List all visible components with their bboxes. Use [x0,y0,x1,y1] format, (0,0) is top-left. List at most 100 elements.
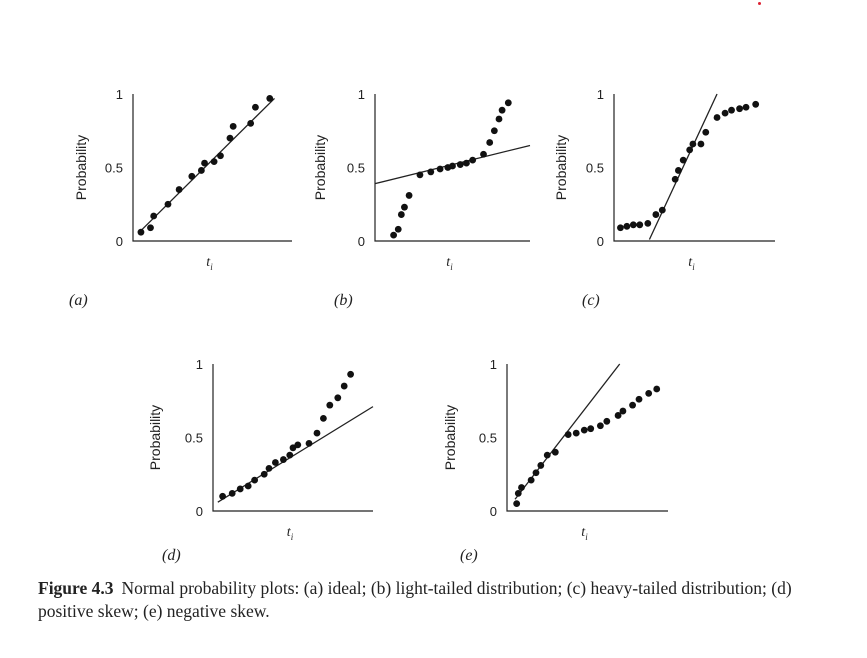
point-a-4 [175,186,183,193]
ylabel-d: Probability [147,405,163,470]
ytick-a-1: 0.5 [105,161,123,176]
panel-label-a: (a) [69,292,88,309]
point-d-11 [294,441,302,449]
point-a-9 [217,152,224,160]
ytick-b-0: 0 [358,234,365,249]
ytick-e-0: 0 [490,504,497,519]
point-e-6 [543,451,551,459]
point-e-11 [587,425,595,433]
point-a-14 [266,95,274,102]
ref-line-c [648,93,718,240]
point-d-18 [347,370,354,378]
point-c-4 [644,219,652,227]
point-e-16 [629,401,636,409]
point-d-12 [305,439,313,447]
panel-label-c: (c) [582,292,600,309]
point-c-14 [713,114,721,121]
point-a-6 [197,167,205,174]
ytick-c-0: 0 [597,234,604,249]
point-c-0 [617,224,624,232]
point-c-17 [736,105,743,113]
point-e-9 [572,429,580,437]
point-e-12 [596,422,604,430]
point-d-6 [265,464,273,472]
axes-e [506,364,668,512]
point-b-3 [401,203,408,211]
point-b-5 [416,171,424,179]
point-e-15 [619,407,627,415]
ytick-a-0: 0 [116,234,123,249]
point-b-12 [469,156,477,164]
point-c-16 [728,106,735,114]
point-c-3 [636,221,644,229]
caption-text: Normal probability plots: (a) ideal; (b)… [38,578,792,621]
figure-label: Figure 4.3 [38,578,114,598]
panel-label-b: (b) [334,292,353,309]
point-d-13 [313,429,321,437]
point-e-13 [603,417,611,425]
point-d-3 [244,482,252,490]
xlabel-sub-d: i [291,532,294,542]
axes-d [212,364,373,512]
ylabel-b: Probability [312,135,328,200]
point-a-0 [137,228,145,236]
point-e-17 [635,395,643,403]
point-a-2 [150,212,158,220]
point-c-19 [752,100,760,108]
ylabel-e: Probability [442,405,458,470]
point-d-4 [251,476,258,484]
point-a-10 [226,134,234,142]
point-b-7 [436,165,444,173]
point-b-14 [486,139,494,146]
point-c-9 [679,156,687,164]
panel-label-e: (e) [460,547,478,564]
point-b-1 [394,225,402,233]
ytick-d-0: 0 [196,504,203,519]
point-a-13 [252,103,259,111]
axes-a [132,94,292,242]
point-a-3 [164,200,172,208]
point-e-5 [537,462,545,469]
point-e-4 [532,469,540,477]
point-a-11 [229,122,237,130]
point-c-8 [675,167,682,174]
point-b-13 [480,150,487,158]
xlabel-b: ti [446,255,453,272]
point-d-16 [334,394,342,402]
point-e-1 [514,489,522,497]
point-a-5 [188,172,196,180]
point-c-1 [623,222,631,230]
xlabel-c: ti [688,255,695,272]
point-d-17 [340,382,348,390]
xlabel-sub-c: i [692,262,695,272]
ytick-a-2: 1 [116,87,123,102]
point-b-9 [449,162,456,170]
point-d-2 [236,485,244,493]
point-d-5 [260,470,268,478]
point-e-2 [518,484,525,491]
point-d-1 [228,489,236,497]
point-c-2 [629,221,637,229]
point-e-10 [580,426,588,434]
ytick-b-2: 1 [358,87,365,102]
point-d-14 [320,414,327,422]
point-c-18 [742,103,750,111]
ytick-d-2: 1 [196,357,203,372]
corner-mark [758,2,761,5]
point-b-17 [498,106,506,114]
point-d-15 [326,401,334,409]
point-d-8 [280,456,287,463]
point-e-7 [551,448,559,456]
point-c-13 [702,128,710,136]
axes-b [374,94,530,242]
point-b-6 [427,168,435,176]
point-c-10 [686,146,694,154]
point-c-5 [652,211,660,218]
xlabel-sub-e: i [585,532,588,542]
point-e-0 [513,500,521,508]
ytick-c-1: 0.5 [586,161,604,176]
point-b-2 [397,211,405,218]
point-b-4 [405,192,413,199]
point-e-19 [653,385,661,393]
